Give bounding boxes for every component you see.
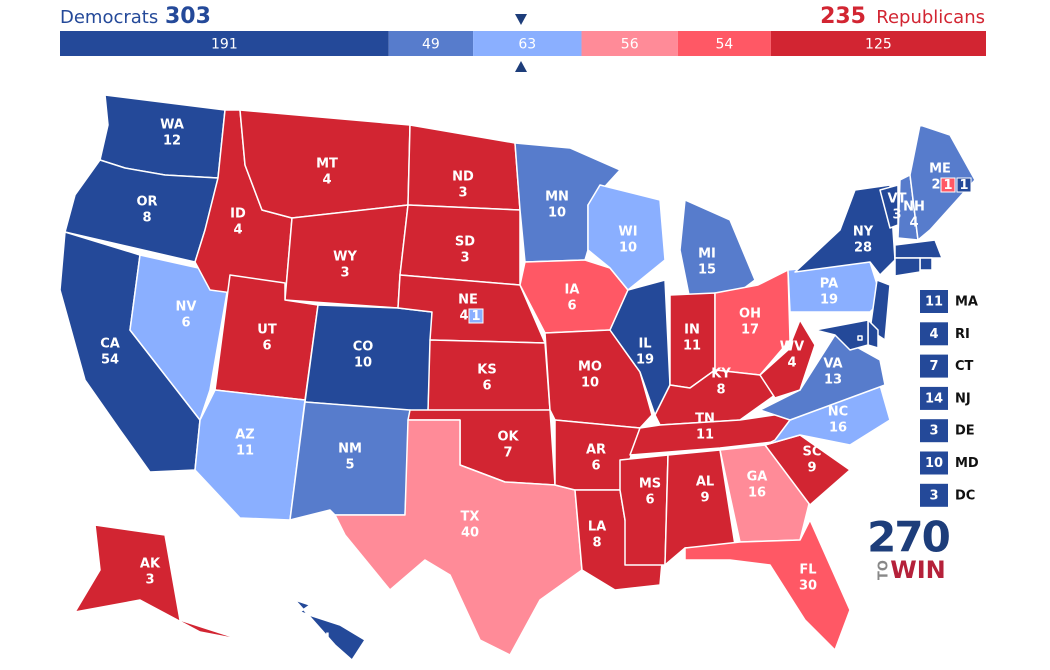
state-shape[interactable]	[814, 319, 869, 351]
small-state-abbr: DC	[955, 488, 975, 503]
state-shape[interactable]	[587, 184, 666, 291]
dem-total: 303	[165, 4, 211, 29]
bar-segment	[770, 31, 986, 56]
state-shape[interactable]	[74, 524, 243, 641]
state-shape[interactable]	[399, 204, 521, 286]
small-state-abbr: MD	[955, 456, 979, 471]
state-shape[interactable]	[794, 184, 896, 276]
state-shape[interactable]	[294, 599, 366, 661]
state-shape[interactable]	[304, 304, 433, 413]
bar-segment	[677, 31, 771, 56]
state-shape[interactable]	[894, 257, 921, 277]
district-box[interactable]	[956, 177, 972, 193]
small-state-abbr: DE	[955, 424, 975, 439]
state-shape[interactable]	[894, 239, 943, 259]
bar-segment	[60, 31, 389, 56]
small-state-box[interactable]	[920, 322, 948, 346]
small-state-abbr: CT	[955, 359, 974, 374]
states	[59, 94, 976, 661]
state-shape[interactable]	[684, 519, 851, 651]
state-shape[interactable]	[869, 279, 891, 341]
state-shape[interactable]	[669, 292, 716, 389]
small-state-box[interactable]	[920, 386, 948, 410]
small-state-box[interactable]	[920, 290, 948, 313]
state-shape[interactable]	[284, 204, 409, 309]
small-state-box[interactable]	[920, 419, 948, 443]
bar-segment	[388, 31, 474, 56]
state-shape[interactable]	[289, 401, 411, 521]
rep-total: 235	[820, 4, 866, 29]
bar-segment-label: 125	[865, 37, 892, 53]
state-shape[interactable]	[759, 319, 816, 399]
state-shape[interactable]	[427, 339, 551, 413]
state-ev: 4	[317, 648, 326, 663]
bar-segment-label: 63	[518, 37, 536, 53]
logo: 270 TO WIN	[867, 513, 951, 585]
small-state-box[interactable]	[920, 451, 948, 475]
small-state-abbr: RI	[955, 327, 970, 342]
small-state-abbr: NJ	[955, 391, 971, 406]
logo-number: 270	[867, 513, 949, 562]
state-shape[interactable]	[719, 444, 811, 543]
state-shape[interactable]	[857, 335, 863, 341]
logo-win: WIN	[890, 556, 946, 584]
small-state-box[interactable]	[920, 354, 948, 378]
small-state-abbr: MA	[955, 295, 978, 310]
bar-segment-label: 49	[422, 37, 440, 53]
midpoint-marker-bottom	[515, 61, 527, 72]
bar-segment	[581, 31, 678, 56]
bar-segment	[473, 31, 582, 56]
dem-label: Democrats	[60, 7, 158, 28]
state-shape[interactable]	[334, 419, 583, 656]
state-shape[interactable]	[919, 257, 933, 271]
state-shape[interactable]	[679, 199, 756, 301]
bar-segment-label: 191	[211, 37, 238, 53]
bar-segment-label: 56	[621, 37, 639, 53]
district-box[interactable]	[468, 308, 484, 324]
district-box[interactable]	[940, 177, 956, 193]
state-shape[interactable]	[407, 124, 521, 211]
state-shape[interactable]	[619, 454, 669, 566]
bar-segment-label: 54	[715, 37, 733, 53]
small-state-box[interactable]	[920, 483, 948, 507]
logo-to: TO	[877, 560, 892, 580]
rep-label: Republicans	[876, 7, 985, 28]
state-shape[interactable]	[194, 389, 306, 521]
midpoint-marker-top	[515, 14, 527, 25]
state-shape[interactable]	[239, 109, 411, 219]
